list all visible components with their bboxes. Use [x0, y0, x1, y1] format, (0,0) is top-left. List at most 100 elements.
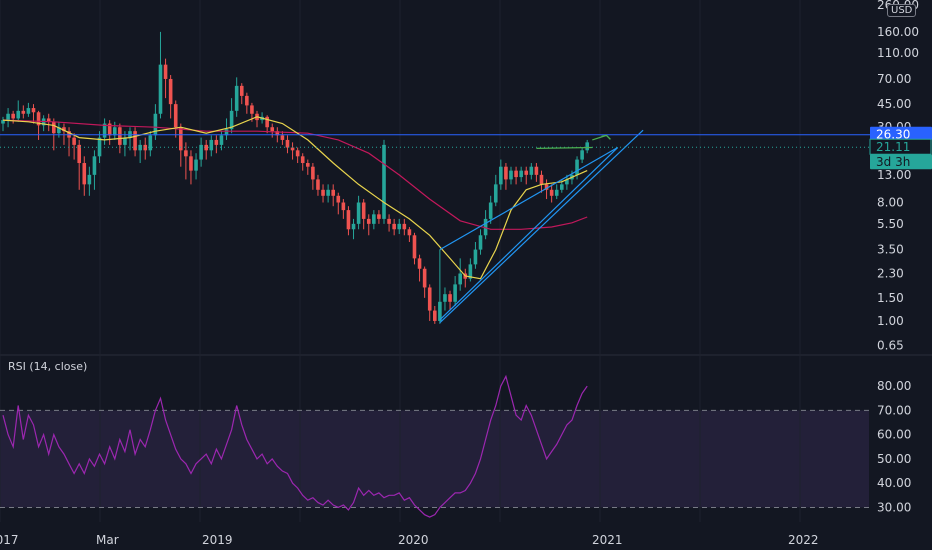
candle — [488, 195, 493, 224]
candle-body — [280, 135, 285, 140]
candle-body — [245, 95, 249, 106]
candle — [62, 123, 66, 145]
candle-body — [275, 131, 280, 136]
level-price-badge-text: 26.30 — [876, 128, 910, 142]
candle-body — [87, 174, 92, 185]
candle-body — [402, 223, 407, 230]
candle — [87, 166, 92, 196]
candle-body — [565, 179, 569, 185]
sma-long-line — [2, 119, 588, 230]
candle — [356, 195, 361, 230]
candle-body — [173, 104, 178, 128]
trendline[interactable] — [439, 147, 618, 251]
candle — [529, 163, 534, 180]
candle — [270, 123, 275, 138]
candle-body — [311, 166, 315, 180]
candle-body — [473, 249, 478, 265]
candle — [483, 210, 488, 240]
candle — [336, 192, 341, 215]
current-price-badge[interactable]: 21.11 — [870, 139, 932, 155]
candle — [448, 290, 452, 311]
candle-body — [417, 258, 422, 269]
candle-body — [163, 64, 168, 79]
candle-body — [361, 202, 366, 219]
price-tick-label: 2.30 — [877, 267, 904, 281]
candle — [300, 153, 305, 171]
price-tick-label: 1.00 — [877, 314, 904, 328]
candle-body — [560, 184, 564, 190]
candle-body — [356, 202, 361, 224]
bar-countdown-badge[interactable]: 3d 3h — [870, 154, 932, 170]
candle-body — [504, 166, 508, 180]
candle-body — [199, 144, 203, 160]
candle-body — [270, 127, 275, 132]
trendline[interactable] — [439, 147, 619, 321]
candle — [397, 218, 402, 235]
candle — [453, 276, 457, 307]
candle — [6, 108, 10, 128]
candle — [163, 58, 168, 99]
candle — [392, 218, 396, 236]
time-axis[interactable]: 2017 Mar 2019 2020 2021 2022 — [0, 533, 819, 547]
rsi-line — [2, 374, 588, 518]
candle-body — [524, 170, 529, 175]
price-tick-label: 110.00 — [877, 46, 919, 60]
level-price-badge[interactable]: 26.30 — [870, 126, 932, 142]
candle-body — [509, 170, 513, 180]
candle-body — [377, 214, 381, 219]
candle-body — [443, 294, 447, 302]
candle — [377, 210, 381, 224]
candle — [554, 184, 559, 200]
candle — [295, 147, 300, 164]
candle-body — [189, 156, 193, 171]
candle — [255, 110, 259, 128]
candle — [148, 131, 153, 157]
candle-body — [346, 210, 351, 230]
candle — [36, 110, 41, 140]
candle — [443, 287, 447, 311]
target-line[interactable] — [536, 146, 593, 150]
candle — [514, 166, 518, 185]
candle-body — [92, 156, 97, 175]
time-tick-label: 2017 — [0, 533, 19, 547]
candle-body — [326, 189, 330, 196]
candle — [11, 110, 15, 124]
candle — [321, 184, 325, 203]
candle — [326, 184, 330, 203]
current-price-badge-text: 21.11 — [876, 140, 910, 154]
rsi-axis[interactable]: 80.00 70.00 60.00 50.00 40.00 30.00 — [877, 379, 911, 514]
candle — [199, 137, 203, 167]
candle-body — [214, 139, 219, 145]
candle-body — [285, 139, 290, 148]
candle-body — [158, 64, 163, 114]
candle — [77, 139, 81, 190]
candle — [402, 218, 407, 236]
candle — [412, 232, 417, 265]
candle-body — [331, 189, 335, 196]
candle-body — [544, 184, 549, 190]
rsi-tick-label: 60.00 — [877, 428, 911, 442]
candle — [245, 92, 249, 114]
rsi-tick-label: 40.00 — [877, 476, 911, 490]
candle — [280, 131, 285, 145]
candle-body — [300, 156, 305, 164]
candle-body — [102, 123, 107, 138]
candle-body — [351, 223, 356, 230]
candle — [173, 100, 178, 138]
candle — [194, 153, 198, 180]
candle — [265, 115, 269, 134]
rsi-legend-label[interactable]: RSI (14, close) — [8, 360, 88, 373]
candle-body — [433, 310, 437, 321]
price-tick-label: 13.00 — [877, 168, 911, 182]
candle-body — [478, 235, 483, 250]
rsi-tick-label: 80.00 — [877, 379, 911, 393]
candle-body — [16, 110, 21, 119]
trendline[interactable] — [439, 129, 644, 324]
candle — [107, 120, 112, 145]
candle-body — [422, 268, 427, 288]
candle — [138, 139, 142, 164]
currency-button[interactable]: USD — [887, 4, 917, 17]
price-axis[interactable]: 260.00160.00110.0070.0045.0030.0013.008.… — [877, 0, 919, 352]
candle-body — [133, 131, 137, 151]
candle-body — [387, 218, 391, 224]
